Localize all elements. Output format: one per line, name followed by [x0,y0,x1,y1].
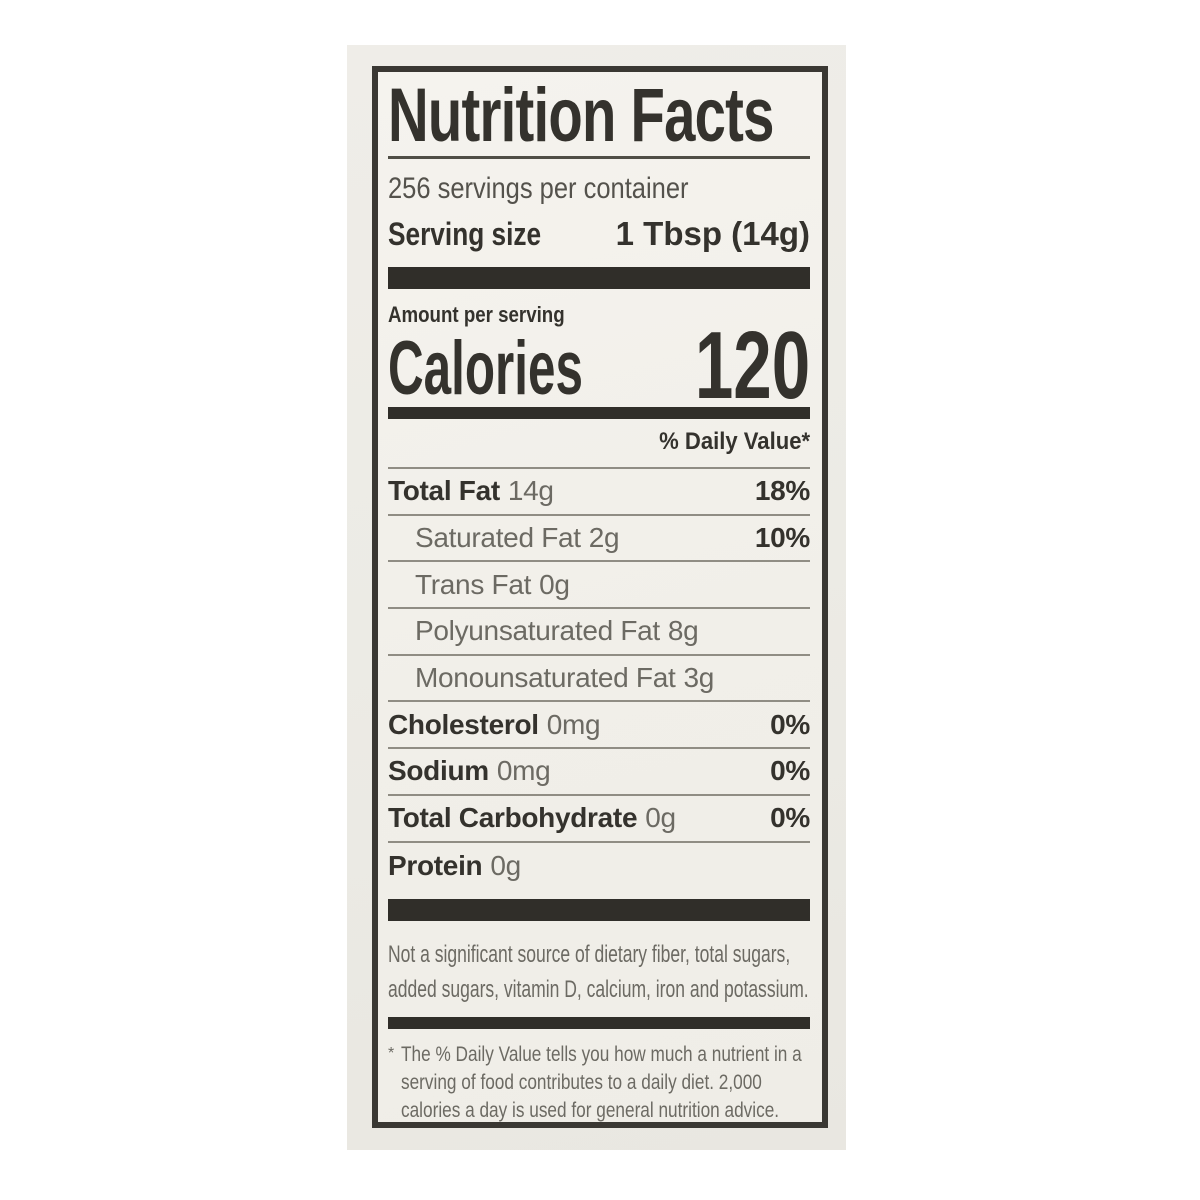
nutrient-amount: 2g [588,522,620,554]
servings-per-container-text: 256 servings per container [388,172,689,205]
nutrient-name: Protein [388,849,483,881]
nutrient-name: Polyunsaturated Fat [415,615,660,647]
footnote-line: serving of food contributes to a daily d… [401,1071,762,1095]
row-total-fat: Total Fat 14g 18% [388,469,810,516]
nutrient-dv: 10% [754,522,810,554]
footnote-line: The % Daily Value tells you how much a n… [401,1043,802,1067]
nutrient-dv: 0% [770,755,810,787]
nutrition-facts-panel: Nutrition Facts 256 servings per contain… [372,66,828,1128]
nutrition-label-photo: Nutrition Facts 256 servings per contain… [347,45,846,1150]
nutrient-name: Trans Fat [415,568,532,600]
serving-size-row: Serving size 1 Tbsp (14g) [388,213,810,255]
not-significant-line: added sugars, vitamin D, calcium, iron a… [388,976,809,1004]
nutrient-amount: 0mg [546,708,601,740]
row-cholesterol: Cholesterol 0mg 0% [388,702,810,750]
nutrient-amount: 8g [667,615,699,647]
serving-size-value: 1 Tbsp (14g) [615,215,810,252]
title-rule [388,156,810,159]
nutrient-amount: 0g [490,849,521,881]
row-saturated-fat: Saturated Fat 2g 10% [388,516,810,563]
amount-per-serving: Amount per serving [388,303,810,327]
not-significant-note: Not a significant source of dietary fibe… [388,937,810,1007]
nutrient-amount: 0g [539,568,570,600]
nutrient-amount: 0mg [496,755,551,787]
nutrient-name: Monounsaturated Fat [415,662,676,694]
divider-bar-thick [388,899,810,922]
nutrient-amount: 14g [507,475,554,507]
nutrient-name: Saturated Fat [415,522,581,554]
nutrient-name: Total Carbohydrate [388,802,638,834]
divider-bar-medium [388,1017,810,1030]
daily-value-header-text: % Daily Value* [659,428,810,455]
nutrient-amount: 3g [683,662,715,694]
nutrient-dv: 0% [770,708,810,740]
amount-per-serving-text: Amount per serving [388,302,565,327]
divider-bar-thick [388,267,810,289]
calories-label: Calories [388,326,583,411]
footnote-asterisk: * [388,1045,395,1063]
not-significant-line: Not a significant source of dietary fibe… [388,941,791,969]
nutrient-name: Cholesterol [388,708,539,740]
row-trans-fat: Trans Fat 0g [388,562,810,610]
calories-value: 120 [694,312,810,419]
nutrient-name: Sodium [388,755,489,787]
row-monounsaturated-fat: Monounsaturated Fat 3g [388,656,810,703]
servings-per-container: 256 servings per container [388,171,810,207]
serving-size-label: Serving size [388,215,542,252]
daily-value-header: % Daily Value* [388,429,810,469]
nutrient-name: Total Fat [388,475,500,507]
nutrient-dv: 18% [754,475,810,507]
row-total-carbohydrate: Total Carbohydrate 0g 0% [388,796,810,843]
calories-row: Calories 120 [388,312,810,419]
nutrient-amount: 0g [645,802,676,834]
nutrient-table: Total Fat 14g 18% Saturated Fat 2g 10% Tra… [388,469,810,889]
panel-title: Nutrition Facts [388,73,810,158]
row-polyunsaturated-fat: Polyunsaturated Fat 8g [388,609,810,656]
footnote-line: calories a day is used for general nutri… [401,1099,780,1123]
row-protein: Protein 0g [388,843,810,890]
panel-title-text: Nutrition Facts [388,73,774,158]
row-sodium: Sodium 0mg 0% [388,749,810,796]
daily-value-footnote: * The % Daily Value tells you how much a… [388,1041,810,1123]
divider-bar-medium [388,407,810,419]
nutrient-dv: 0% [770,802,810,834]
